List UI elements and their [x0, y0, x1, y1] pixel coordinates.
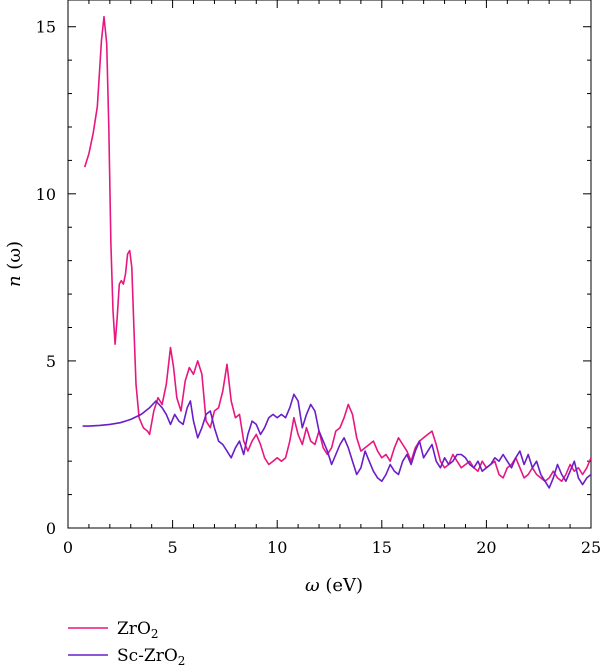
series-group: [82, 15, 591, 489]
legend: ZrO2 Sc-ZrO2: [68, 619, 185, 668]
y-tick-label: 10: [36, 185, 56, 204]
y-axis-label: n (ω): [4, 241, 25, 287]
plot-frame: [67, 0, 592, 529]
x-tick-label: 0: [63, 538, 73, 557]
legend-label-sc-zro2: Sc-ZrO2: [117, 646, 185, 668]
y-tick-label: 0: [46, 519, 56, 538]
series-line-zro2: [83, 15, 591, 482]
x-tick-label: 20: [476, 538, 496, 557]
series-line-sc-zro2: [82, 393, 591, 489]
legend-label-zro2: ZrO2: [117, 619, 159, 641]
y-tick-label: 15: [36, 18, 56, 37]
x-tick-label: 25: [581, 538, 600, 557]
axis-ticks: [67, 0, 592, 529]
x-tick-label: 15: [372, 538, 392, 557]
y-tick-label: 5: [46, 352, 56, 371]
tick-labels: 0 5 10 15 20 25 0 5 10 15: [36, 18, 600, 557]
x-tick-label: 5: [168, 538, 178, 557]
x-axis-label: ω (eV): [305, 575, 363, 596]
x-tick-label: 10: [267, 538, 287, 557]
